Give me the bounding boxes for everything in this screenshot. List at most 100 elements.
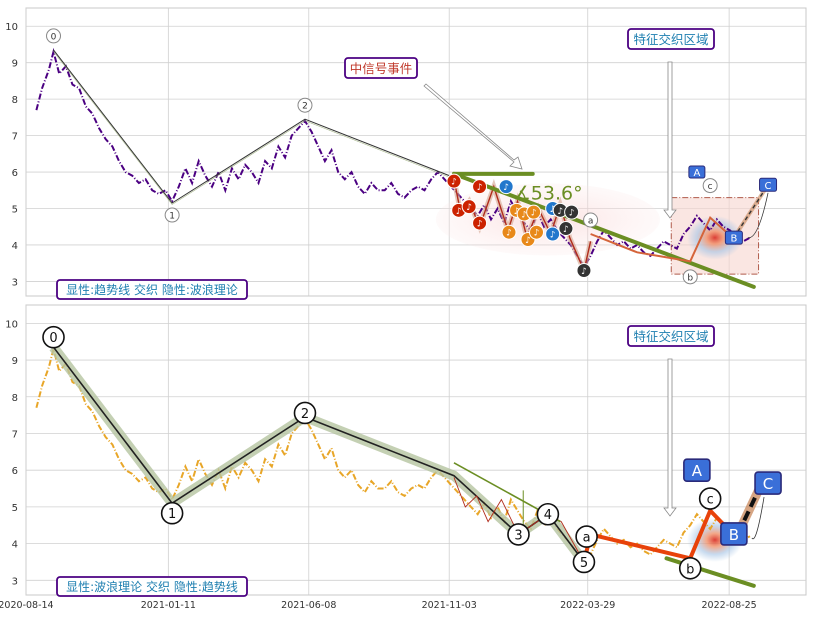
music-note-marker [558,221,574,237]
xtick-label: 2022-03-29 [560,600,615,611]
wave-label-circle-bottom [698,487,722,510]
wave-label-1: 1 [169,212,175,222]
music-note-glyph: ♪ [550,205,556,215]
wave-label-circle-bottom [678,556,702,580]
abc-label-bottom-B: B [729,526,739,544]
projection-line [733,184,769,239]
abc-label-bottom-C: C [763,475,773,493]
top-ytick-label: 5 [12,205,18,216]
music-note-marker [472,179,488,195]
price-line [35,47,751,269]
xtick-label: 2021-06-08 [281,600,336,611]
music-note-marker [526,204,542,220]
music-note-marker [529,224,545,240]
music-note-glyph: ♪ [506,229,512,239]
zone-glow [686,215,743,260]
wave-label-bottom-b: b [686,562,694,577]
music-note-marker [545,226,561,242]
music-note-glyph: ♪ [466,203,472,213]
wave-label-c: c [708,182,713,192]
bottom-ytick-label: 10 [5,319,18,330]
wave-label-bottom-a: a [583,531,591,546]
wave-label-bottom-2: 2 [301,407,309,422]
music-note-marker [446,173,462,189]
music-note-glyph: ♪ [477,183,483,193]
bottom-ytick-label: 4 [12,540,18,551]
wave-line [53,49,455,204]
bottom-ytick-label: 3 [12,576,18,587]
abc-box-bottom-B [720,522,748,546]
music-note-glyph: ♪ [503,183,509,193]
zone-box-bottom-text: 特征交织区域 [633,329,708,344]
music-note-glyph: ♪ [514,207,520,217]
wave-label-circle-bottom [507,523,530,546]
projection-curve-bottom [751,496,765,540]
wave-label-circle-bottom [575,525,598,548]
abc-box-A [688,165,706,179]
bottom-panel-frame [25,304,807,596]
wave-label-bottom-5: 5 [580,556,588,571]
wave-label-b: b [687,273,693,283]
wave-label-bottom-0: 0 [49,331,57,346]
music-note-marker [461,199,477,215]
signal-box-text: 中信号事件 [350,61,413,76]
top-ytick-label: 7 [12,132,18,143]
bottom-ytick-label: 8 [12,393,18,404]
bottom-ytick-label: 9 [12,356,18,367]
wave-label-a: a [588,217,594,227]
wave-label-bottom-3: 3 [514,528,522,543]
music-note-glyph: ♪ [477,220,483,230]
top-ytick-label: 10 [5,22,18,33]
music-note-marker [498,179,514,195]
top-ytick-label: 6 [12,168,18,179]
abc-box-bottom-A [683,458,711,482]
wave-label-circle-bottom [572,550,596,574]
music-note-glyph: ♪ [569,209,575,219]
music-note-glyph: ♪ [525,236,531,246]
wave-label-circle-bottom [293,401,317,425]
xtick-label: 2020-08-14 [0,600,54,611]
abc-label-C: C [765,181,772,192]
wave-label-circle [297,97,313,113]
legend-box-bottom [56,576,248,597]
wave-label-circle [682,269,698,285]
zone-box [627,28,715,50]
bottom-ytick-label: 6 [12,466,18,477]
music-note-glyph: ♪ [557,207,563,217]
top-ytick-label: 8 [12,95,18,106]
signal-box [344,57,418,79]
xtick-label: 2022-08-25 [702,600,757,611]
xtick-label: 2021-11-03 [422,600,477,611]
music-note-glyph: ♪ [563,225,569,235]
zone-arrow-bottom [663,358,677,517]
music-note-glyph: ♪ [581,267,587,277]
legend-box-bottom-text: 显性:波浪理论 交织 隐性:趋势线 [66,579,238,594]
abc-label-B: B [730,234,737,245]
music-note-glyph: ♪ [451,178,457,188]
wave-label-circle [164,207,180,223]
legend-box-top [56,279,248,300]
xtick-label: 2021-01-11 [141,600,196,611]
wave-label-bottom-1: 1 [168,507,176,522]
music-note-glyph: ♪ [521,210,527,220]
music-note-marker [576,262,592,278]
abc-label-A: A [693,168,700,179]
wave-label-circle-bottom [42,325,65,349]
music-note-glyph: ♪ [550,231,556,241]
abc-box-C [759,177,778,192]
abc-box-B [724,230,743,245]
signal-zone-ellipse [435,183,660,256]
wave-label-circle [702,178,718,194]
music-note-glyph: ♪ [534,229,540,239]
top-ytick-label: 3 [12,277,18,288]
zone-arrow [663,61,677,219]
wave-label-circle [46,28,62,44]
wave-label-2: 2 [302,102,308,112]
zone-box-bottom [627,325,715,347]
signal-arrow [423,83,523,170]
abc-label-bottom-A: A [692,462,703,480]
wave-label-0: 0 [51,32,57,42]
projection-curve [747,192,769,239]
